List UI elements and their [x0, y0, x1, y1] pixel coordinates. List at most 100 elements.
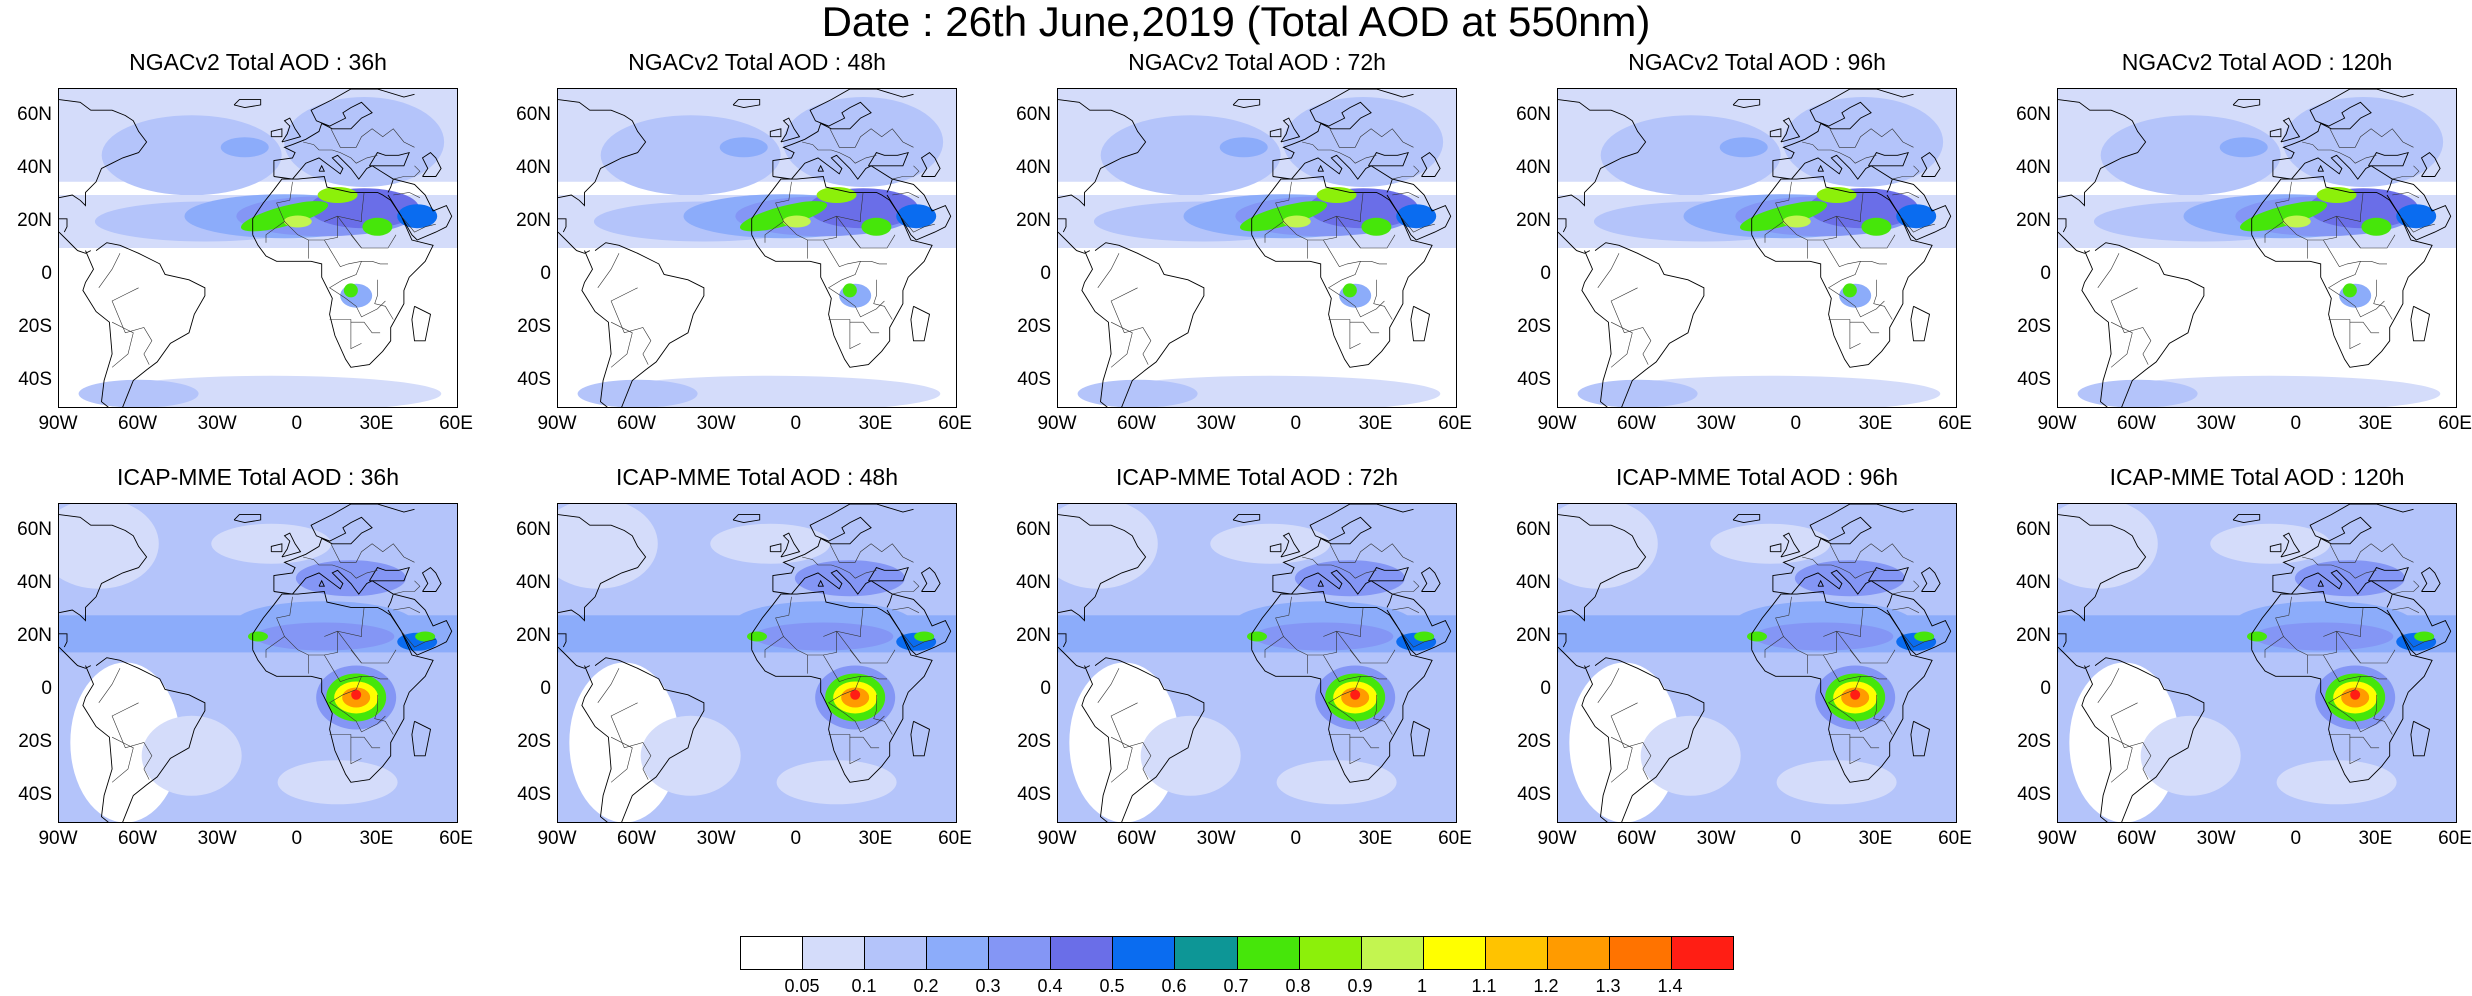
border-segment — [2097, 253, 2120, 288]
colorbar-swatch — [803, 937, 866, 969]
aod-field — [1058, 504, 1456, 822]
border-segment — [1328, 676, 1385, 733]
colorbar-swatch — [865, 937, 928, 969]
border-segment — [2110, 287, 2152, 365]
border-segment — [324, 239, 388, 267]
border-segment — [2328, 540, 2414, 563]
lat-tick-label: 40S — [1517, 783, 1551, 805]
border-segment — [401, 631, 436, 648]
border-segment — [1597, 668, 1620, 703]
border-segment — [1849, 736, 1880, 749]
border-segment — [1097, 668, 1120, 703]
border-segment — [2328, 676, 2385, 733]
lon-tick-label: 0 — [291, 413, 303, 434]
north-atlantic-band — [2100, 115, 2281, 196]
coastline-segment — [421, 567, 442, 592]
border-segment — [265, 221, 285, 243]
lat-tick-label: 20S — [517, 730, 551, 752]
border-segment — [98, 253, 121, 288]
coastline-segment — [2081, 242, 2205, 407]
border-segment — [324, 654, 388, 682]
coastline-segment — [1272, 89, 1414, 177]
border-segment — [111, 321, 134, 368]
lat-tick-label: 60N — [2016, 103, 2051, 125]
north-america-low — [1058, 504, 1158, 589]
coastline-segment — [581, 242, 705, 407]
border-segment — [98, 668, 121, 703]
coastlines — [1058, 89, 1452, 407]
atlantic-dust-hotspot — [1747, 631, 1767, 642]
border-segment — [1264, 636, 1284, 658]
dust-hotspot-sudan — [2361, 217, 2392, 236]
colorbar-swatch — [741, 937, 804, 969]
lat-tick-label: 40S — [2017, 368, 2051, 390]
border-segment — [610, 702, 652, 780]
border-segment — [1328, 261, 1385, 318]
colorbar-swatch — [927, 937, 990, 969]
lon-tick-label: 60W — [617, 413, 657, 434]
coastline-segment — [273, 154, 394, 193]
map-frame — [58, 88, 458, 408]
lon-tick-label: 0 — [1290, 828, 1302, 849]
border-segment — [337, 631, 397, 664]
panel-title: ICAP-MME Total AOD : 120h — [2109, 464, 2405, 490]
border-segment — [849, 736, 880, 749]
border-segment — [828, 319, 861, 350]
lat-tick-label: 60N — [1016, 103, 1051, 125]
border-segment — [1597, 253, 1620, 288]
smoke-red-peak — [351, 689, 362, 700]
lon-tick-label: 30E — [2358, 413, 2393, 434]
lat-tick-label: 20N — [17, 624, 52, 646]
border-segment — [1373, 279, 1393, 320]
country-borders — [98, 125, 436, 368]
lon-tick-label: 60E — [2438, 413, 2472, 434]
figure-title: Date : 26th June,2019 (Total AOD at 550n… — [821, 0, 1651, 45]
border-segment — [2336, 216, 2396, 249]
coastline-segment — [1368, 566, 1409, 582]
lon-tick-label: 60W — [118, 828, 158, 849]
coastline-segment — [1558, 99, 1647, 207]
border-segment — [1823, 215, 1837, 222]
mediterranean-haze — [295, 560, 406, 597]
border-segment — [2349, 649, 2361, 664]
lat-tick-label: 20S — [1517, 730, 1551, 752]
lat-tick-label: 40S — [18, 783, 52, 805]
aod-map — [1058, 89, 1456, 407]
south-america-clear — [1569, 662, 1680, 822]
border-segment — [597, 668, 620, 703]
border-segment — [1828, 125, 1914, 148]
lon-tick-label: 90W — [537, 828, 577, 849]
border-segment — [2328, 319, 2361, 350]
arabia-dust — [896, 204, 937, 229]
border-segment — [2110, 736, 2133, 783]
dust-core-peak — [1282, 215, 1311, 228]
coastline-segment — [2269, 128, 2282, 138]
border-segment — [1264, 221, 1284, 243]
lat-tick-label: 60N — [516, 103, 551, 125]
coastline-segment — [59, 99, 148, 207]
country-borders — [98, 540, 436, 783]
lat-tick-label: 40S — [1517, 368, 1551, 390]
map-panel-5: NGACv2 Total AOD : 120h — [2057, 50, 2457, 450]
lat-tick-label: 40S — [517, 783, 551, 805]
aod-map — [1558, 504, 1956, 822]
border-segment — [775, 181, 864, 241]
aod-map — [2058, 504, 2456, 822]
coastline-segment — [2272, 89, 2414, 177]
coastline-segment — [2410, 720, 2431, 757]
coastline-segment — [2058, 633, 2067, 648]
lat-tick-label: 20S — [1017, 730, 1051, 752]
coastline-segment — [1868, 151, 1909, 167]
coastline-segment — [59, 633, 68, 648]
coastline-segment — [558, 99, 647, 207]
lat-tick-label: 40N — [1016, 156, 1051, 178]
border-segment — [324, 215, 338, 222]
coastline-segment — [369, 151, 410, 167]
coastline-segment — [1910, 305, 1931, 342]
border-segment — [900, 216, 935, 233]
border-segment — [2392, 607, 2420, 613]
atlantic-aerosol — [1719, 137, 1768, 158]
border-segment — [2400, 631, 2435, 648]
border-segment — [111, 287, 153, 365]
coastline-segment — [2368, 566, 2409, 582]
